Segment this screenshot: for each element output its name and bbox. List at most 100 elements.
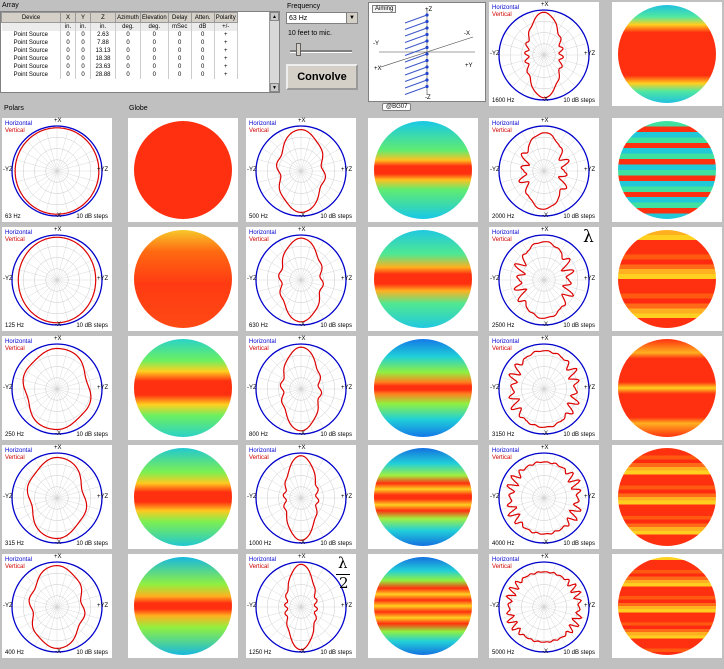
globe-plot[interactable] bbox=[128, 227, 238, 331]
table-cell[interactable]: 0 bbox=[115, 39, 141, 47]
table-cell[interactable]: 0 bbox=[60, 39, 76, 47]
polar-plot[interactable]: Horizontal Vertical +X -X -YZ +YZ 2500 Hz 10 dB… bbox=[489, 227, 599, 331]
table-cell[interactable]: 0 bbox=[168, 55, 192, 63]
table-cell[interactable]: 0 bbox=[115, 63, 141, 71]
globe-plot[interactable] bbox=[128, 336, 238, 440]
globe-plot[interactable] bbox=[368, 445, 478, 549]
table-cell[interactable]: + bbox=[214, 55, 238, 63]
table-cell[interactable]: 0 bbox=[140, 63, 169, 71]
table-cell[interactable]: 0 bbox=[60, 71, 76, 79]
table-cell[interactable]: 0 bbox=[75, 55, 91, 63]
polar-plot[interactable]: Horizontal Vertical +X -X -YZ +YZ 3150 Hz 10 dB… bbox=[489, 336, 599, 440]
table-cell[interactable]: Point Source bbox=[1, 55, 61, 63]
table-cell[interactable]: 0 bbox=[191, 71, 215, 79]
table-cell[interactable]: 0 bbox=[191, 31, 215, 39]
table-cell[interactable]: 0 bbox=[191, 55, 215, 63]
table-cell[interactable]: 0 bbox=[140, 31, 169, 39]
polar-plot[interactable]: Horizontal Vertical +X -X -YZ +YZ 400 Hz 10 dB … bbox=[2, 554, 112, 658]
table-cell[interactable]: 0 bbox=[168, 71, 192, 79]
table-cell[interactable]: Point Source bbox=[1, 39, 61, 47]
polar-plot[interactable]: Horizontal Vertical +X -X -YZ +YZ 125 Hz 10 dB … bbox=[2, 227, 112, 331]
col-x[interactable]: X bbox=[60, 12, 76, 23]
col-polarity[interactable]: Polarity bbox=[213, 12, 238, 23]
polar-plot[interactable]: Horizontal Vertical +X -X -YZ +YZ 4000 Hz 10 dB… bbox=[489, 445, 599, 549]
polar-plot[interactable]: Horizontal Vertical +X -X -YZ +YZ 500 Hz 10 dB … bbox=[246, 118, 356, 222]
table-cell[interactable]: + bbox=[214, 47, 238, 55]
table-cell[interactable]: 7.88 bbox=[90, 39, 116, 47]
table-cell[interactable]: 0 bbox=[115, 47, 141, 55]
polar-plot[interactable]: Horizontal Vertical +X -X -YZ +YZ 1250 Hz 10 dB… bbox=[246, 554, 356, 658]
col-device[interactable]: Device bbox=[1, 12, 61, 23]
globe-plot[interactable] bbox=[612, 445, 722, 549]
array-scrollbar[interactable]: ▲ ▼ bbox=[269, 12, 279, 92]
table-row[interactable]: Point Source 0 0 18.38 0 0 0 0 + bbox=[1, 55, 238, 63]
globe-plot[interactable] bbox=[128, 445, 238, 549]
scroll-down-icon[interactable]: ▼ bbox=[270, 83, 279, 92]
col-delay[interactable]: Delay bbox=[167, 12, 192, 23]
col-elevation[interactable]: Elevation bbox=[140, 12, 169, 23]
table-cell[interactable]: 0 bbox=[140, 39, 169, 47]
table-cell[interactable]: Point Source bbox=[1, 63, 61, 71]
table-cell[interactable]: 0 bbox=[140, 55, 169, 63]
table-cell[interactable]: 0 bbox=[60, 63, 76, 71]
globe-plot[interactable] bbox=[128, 554, 238, 658]
table-row[interactable]: Point Source 0 0 23.63 0 0 0 0 + bbox=[1, 63, 238, 71]
table-cell[interactable]: 2.63 bbox=[90, 31, 116, 39]
scroll-up-icon[interactable]: ▲ bbox=[270, 12, 279, 21]
polar-plot[interactable]: Horizontal Vertical +X -X -YZ +YZ 2000 Hz 10 dB… bbox=[489, 118, 599, 222]
table-cell[interactable]: 0 bbox=[60, 55, 76, 63]
globe-plot[interactable] bbox=[368, 118, 478, 222]
frequency-select[interactable]: 63 Hz ▼ bbox=[286, 12, 358, 24]
table-cell[interactable]: 28.88 bbox=[90, 71, 116, 79]
table-cell[interactable]: 18.38 bbox=[90, 55, 116, 63]
table-cell[interactable]: + bbox=[214, 71, 238, 79]
aiming-tab[interactable]: Aiming bbox=[372, 5, 397, 13]
globe-plot[interactable] bbox=[612, 336, 722, 440]
globe-plot[interactable] bbox=[128, 118, 238, 222]
polar-plot[interactable]: Horizontal Vertical +X -X -YZ +YZ 630 Hz 10 dB … bbox=[246, 227, 356, 331]
col-azimuth[interactable]: Azimuth bbox=[115, 12, 141, 23]
table-cell[interactable]: 0 bbox=[140, 71, 169, 79]
polar-plot[interactable]: Horizontal Vertical +X -X -YZ +YZ 63 Hz 10 dB s… bbox=[2, 118, 112, 222]
table-cell[interactable]: Point Source bbox=[1, 31, 61, 39]
table-cell[interactable]: 0 bbox=[75, 39, 91, 47]
table-cell[interactable]: 0 bbox=[140, 47, 169, 55]
table-row[interactable]: Point Source 0 0 28.88 0 0 0 0 + bbox=[1, 71, 238, 79]
globe-plot[interactable] bbox=[368, 336, 478, 440]
table-cell[interactable]: 0 bbox=[168, 63, 192, 71]
polar-plot[interactable]: Horizontal Vertical +X -X -YZ +YZ 250 Hz 10 dB … bbox=[2, 336, 112, 440]
chevron-down-icon[interactable]: ▼ bbox=[346, 13, 357, 23]
polar-plot[interactable]: Horizontal Vertical +X -X -YZ +YZ 800 Hz 10 dB … bbox=[246, 336, 356, 440]
globe-plot[interactable] bbox=[612, 554, 722, 658]
convolve-button[interactable]: Convolve bbox=[286, 64, 358, 90]
table-cell[interactable]: 0 bbox=[168, 31, 192, 39]
globe-plot[interactable] bbox=[368, 554, 478, 658]
table-cell[interactable]: Point Source bbox=[1, 47, 61, 55]
polar-plot[interactable]: Horizontal Vertical +X -X -YZ +YZ 5000 Hz 10 dB… bbox=[489, 554, 599, 658]
table-row[interactable]: Point Source 0 0 13.13 0 0 0 0 + bbox=[1, 47, 238, 55]
table-cell[interactable]: 0 bbox=[191, 63, 215, 71]
globe-plot[interactable] bbox=[612, 227, 722, 331]
col-y[interactable]: Y bbox=[75, 12, 91, 23]
table-cell[interactable]: 0 bbox=[60, 47, 76, 55]
table-cell[interactable]: 0 bbox=[60, 31, 76, 39]
table-row[interactable]: Point Source 0 0 7.88 0 0 0 0 + bbox=[1, 39, 238, 47]
table-cell[interactable]: 0 bbox=[115, 55, 141, 63]
polar-plot[interactable]: Horizontal Vertical +X -X -YZ +YZ 1600 Hz 10 dB… bbox=[489, 2, 599, 106]
globe-plot[interactable] bbox=[368, 227, 478, 331]
bg-tab[interactable]: @BG07 bbox=[382, 103, 412, 111]
polar-plot[interactable]: Horizontal Vertical +X -X -YZ +YZ 1000 Hz 10 dB… bbox=[246, 445, 356, 549]
table-row[interactable]: Point Source 0 0 2.63 0 0 0 0 + bbox=[1, 31, 238, 39]
polar-plot[interactable]: Horizontal Vertical +X -X -YZ +YZ 315 Hz 10 dB … bbox=[2, 445, 112, 549]
globe-plot[interactable] bbox=[612, 118, 722, 222]
table-cell[interactable]: + bbox=[214, 31, 238, 39]
table-cell[interactable]: 0 bbox=[115, 71, 141, 79]
col-z[interactable]: Z bbox=[90, 12, 116, 23]
table-cell[interactable]: 0 bbox=[75, 71, 91, 79]
table-cell[interactable]: Point Source bbox=[1, 71, 61, 79]
distance-slider-track[interactable] bbox=[290, 50, 352, 53]
col-atten[interactable]: Atten. bbox=[190, 12, 215, 23]
table-cell[interactable]: 13.13 bbox=[90, 47, 116, 55]
table-cell[interactable]: 0 bbox=[191, 47, 215, 55]
globe-plot[interactable] bbox=[612, 2, 722, 106]
